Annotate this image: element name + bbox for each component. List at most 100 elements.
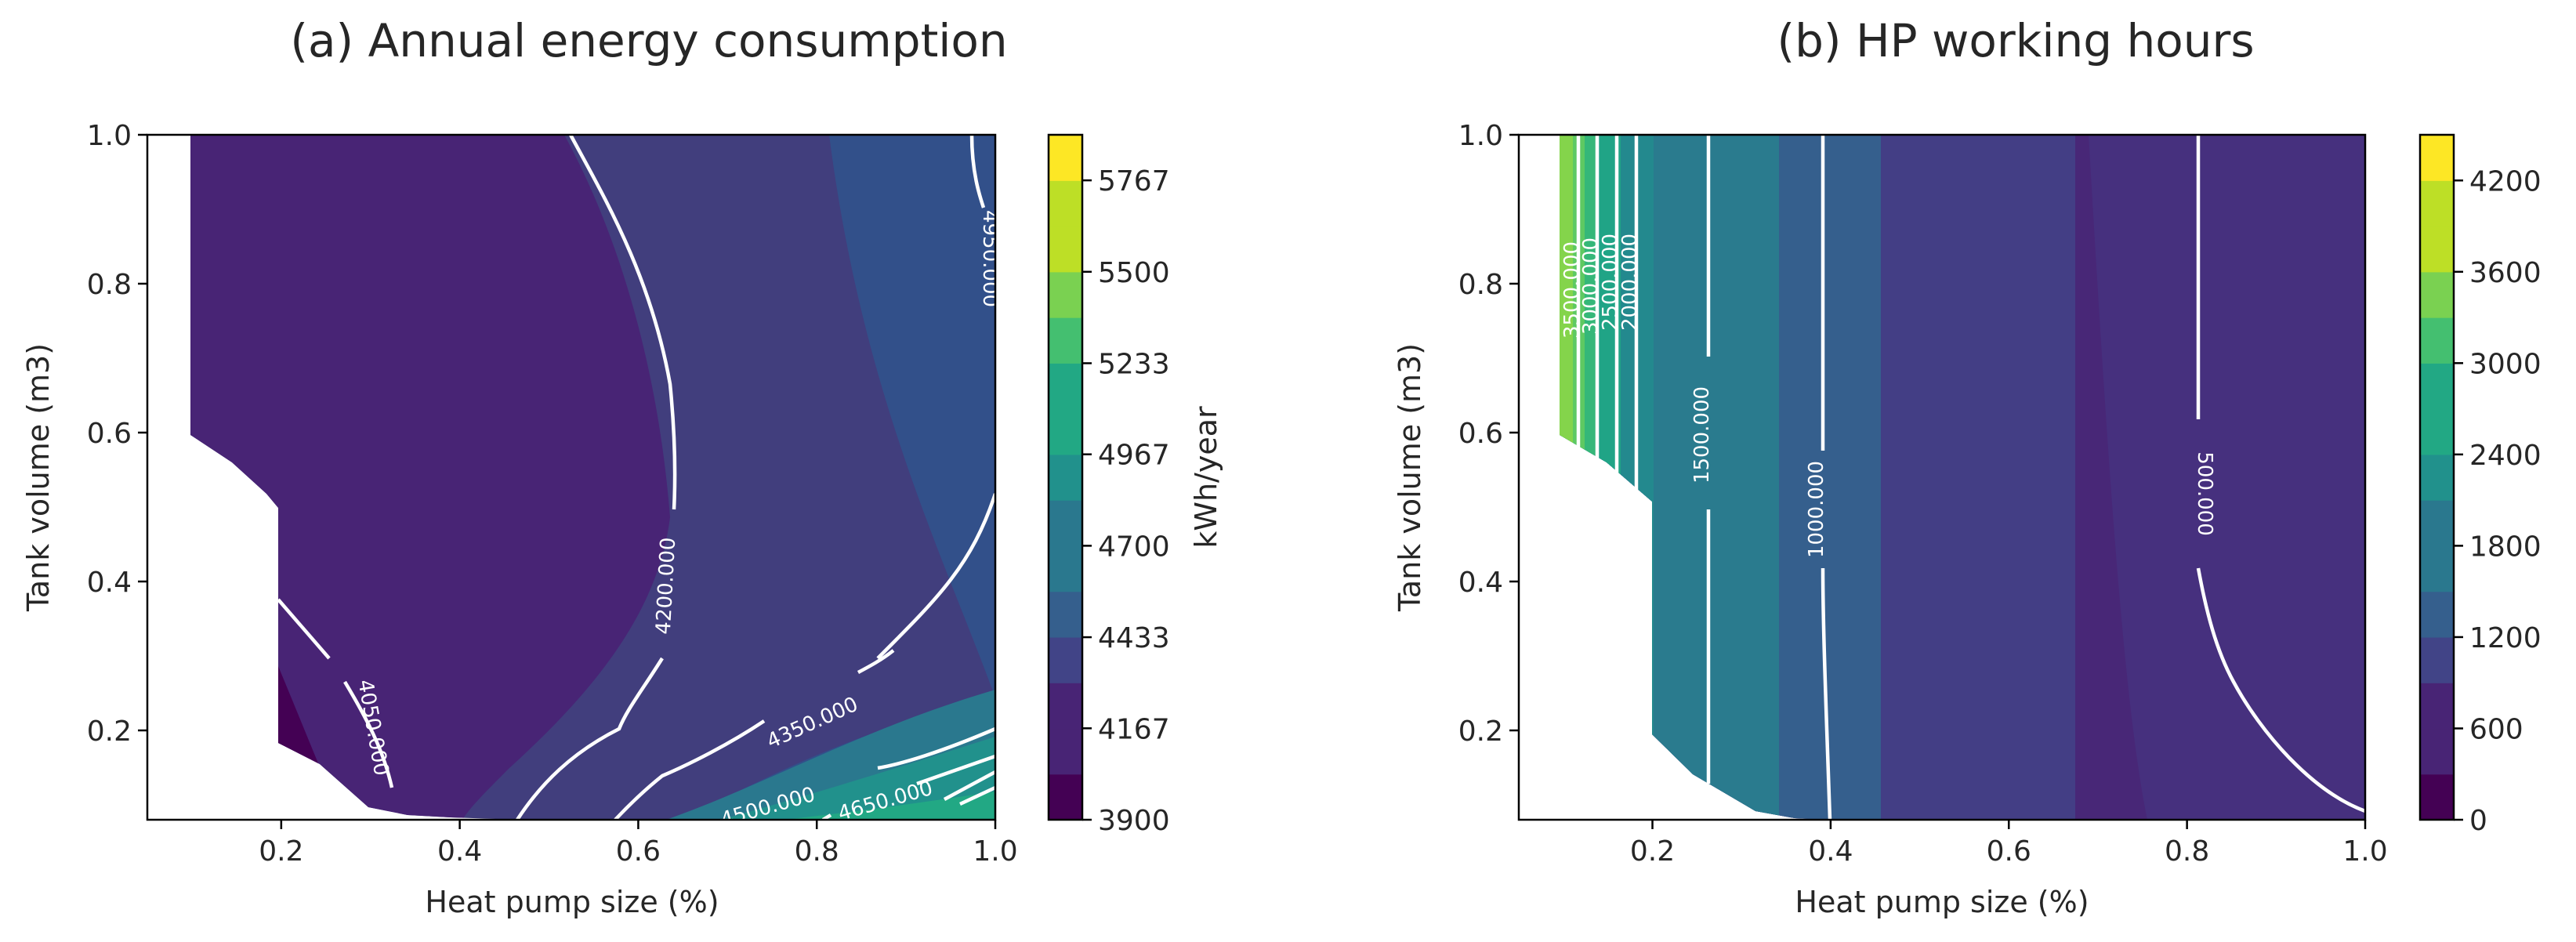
y-tick-label: 0.4	[1458, 567, 1503, 599]
chart-b-frame	[1517, 133, 2367, 821]
a-band-4967-5233	[784, 792, 995, 820]
colorbar-tick-label: 5500	[1098, 257, 1170, 289]
b-contour-label-500: 500.000	[2193, 451, 2216, 536]
colorbar-band	[2420, 454, 2454, 501]
y-tick-label: 0.8	[1458, 269, 1503, 301]
colorbar-band	[1049, 363, 1082, 410]
colorbar-tick-label: 4433	[1098, 622, 1170, 654]
colorbar-tick-label: 3000	[2469, 348, 2542, 380]
a-band-4300-4433	[682, 135, 995, 820]
colorbar-band	[1049, 636, 1082, 683]
b-contour-label-2500: 2500.000	[1599, 234, 1622, 331]
x-tick-label: 1.0	[2342, 835, 2387, 868]
colorbar-band	[2420, 408, 2454, 455]
b-band-low	[2089, 135, 2365, 820]
colorbar-tick-label: 4167	[1098, 713, 1170, 745]
colorbar-tick-label: 4700	[1098, 531, 1170, 563]
colorbar-tick-label: 5767	[1098, 165, 1170, 197]
colorbar-band	[2420, 500, 2454, 546]
colorbar-band	[2420, 591, 2454, 638]
colorbar-band	[1049, 683, 1082, 730]
chart-b-contour-labels: 3500.000 3000.000 2500.000 2000.000 1500…	[1560, 234, 2216, 558]
colorbar-tick-label: 1800	[2469, 531, 2542, 563]
y-tick-label: 0.2	[87, 716, 132, 748]
colorbar-band	[1049, 271, 1082, 318]
colorbar-band	[1049, 774, 1082, 821]
colorbar-band	[1049, 500, 1082, 546]
colorbar-band	[1049, 545, 1082, 592]
chart-a-contour-lines	[277, 133, 998, 821]
a-contour-4050-upper	[277, 598, 331, 660]
x-tick-label: 0.2	[1630, 835, 1675, 868]
b-contour-label-1500: 1500.000	[1690, 386, 1714, 484]
chart-a-title: (a) Annual energy consumption	[290, 14, 1007, 67]
chart-a-colorbar: 3900 4167 4433 4700 4967 5233 5500 5767 kWh/yea…	[1047, 133, 1223, 837]
colorbar-band	[1049, 591, 1082, 638]
chart-b-ylabel: Tank volume (m3)	[1393, 343, 1427, 612]
colorbar-tick-label: 4967	[1098, 440, 1170, 472]
x-tick-label: 0.8	[2165, 835, 2209, 868]
chart-b-axes: 0.2 0.4 0.6 0.8 1.0 0.2 0.4 0.6 0.8 1.0	[1458, 120, 2388, 868]
colorbar-band	[2420, 683, 2454, 730]
y-tick-label: 1.0	[87, 120, 132, 152]
x-tick-label: 0.4	[437, 835, 482, 868]
chart-b-title: (b) HP working hours	[1777, 14, 2254, 67]
colorbar-b-frame	[2418, 133, 2455, 821]
chart-a-ylabel: Tank volume (m3)	[21, 343, 56, 612]
colorbar-tick-label: 3600	[2469, 257, 2542, 289]
colorbar-tick-label: 4200	[2469, 165, 2542, 197]
a-band-4700-4967	[721, 737, 995, 820]
chart-a-filled-contours	[147, 135, 995, 820]
chart-b-colorbar: 0 600 1200 1800 2400 3000 3600 4200	[2418, 133, 2542, 837]
chart-a-axes: 0.2 0.4 0.6 0.8 1.0 0.2 0.4 0.6 0.8 1.0	[87, 120, 1018, 868]
colorbar-tick-label: 2400	[2469, 440, 2542, 472]
colorbar-band	[2420, 774, 2454, 821]
colorbar-tick-label: 5233	[1098, 348, 1170, 380]
chart-a-xlabel: Heat pump size (%)	[425, 885, 719, 919]
colorbar-band	[1049, 135, 1082, 181]
y-tick-label: 0.2	[1458, 716, 1503, 748]
a-contour-label-4950: 4950.000	[978, 210, 1002, 307]
y-tick-label: 0.8	[87, 269, 132, 301]
colorbar-band	[2420, 636, 2454, 683]
colorbar-band	[1049, 180, 1082, 227]
y-tick-label: 1.0	[1458, 120, 1503, 152]
colorbar-a-frame	[1047, 133, 1084, 821]
colorbar-band	[2420, 317, 2454, 364]
colorbar-band	[2420, 226, 2454, 273]
b-contour-label-1000: 1000.000	[1805, 461, 1828, 558]
x-tick-label: 1.0	[973, 835, 1017, 868]
colorbar-band	[2420, 363, 2454, 410]
x-tick-label: 0.4	[1808, 835, 1853, 868]
y-tick-label: 0.6	[87, 418, 132, 450]
colorbar-band	[2420, 271, 2454, 318]
colorbar-tick-label: 0	[2469, 805, 2487, 837]
x-tick-label: 0.6	[1987, 835, 2031, 868]
colorbar-band	[2420, 135, 2454, 181]
x-tick-label: 0.6	[616, 835, 661, 868]
colorbar-band	[2420, 728, 2454, 775]
colorbar-band	[1049, 728, 1082, 775]
chart-a-frame	[146, 133, 997, 821]
b-band-3500-4000	[1519, 135, 1585, 820]
colorbar-band	[1049, 454, 1082, 501]
colorbar-tick-label: 1200	[2469, 622, 2542, 654]
colorbar-band	[1049, 226, 1082, 273]
x-tick-label: 0.2	[259, 835, 303, 868]
colorbar-tick-label: 600	[2469, 713, 2523, 745]
colorbar-band	[1049, 317, 1082, 364]
a-contour-label-4200: 4200.000	[652, 537, 680, 635]
chart-b-contour-lines	[1576, 135, 2366, 821]
panel-b: (b) HP working hours 3500.	[1393, 14, 2542, 919]
b-band-4000-4500	[1519, 135, 1573, 820]
b-contour-label-3500: 3500.000	[1560, 241, 1584, 339]
b-contour-label-2000: 2000.000	[1618, 234, 1642, 331]
colorbar-band	[1049, 408, 1082, 455]
chart-b-filled-contours	[1519, 135, 2365, 820]
colorbar-band	[2420, 545, 2454, 592]
colorbar-tick-label: 3900	[1098, 805, 1170, 837]
b-contour-label-3000: 3000.000	[1579, 237, 1603, 335]
colorbar-band	[2420, 180, 2454, 227]
panel-a: (a) Annual energy consumption	[21, 14, 1223, 919]
